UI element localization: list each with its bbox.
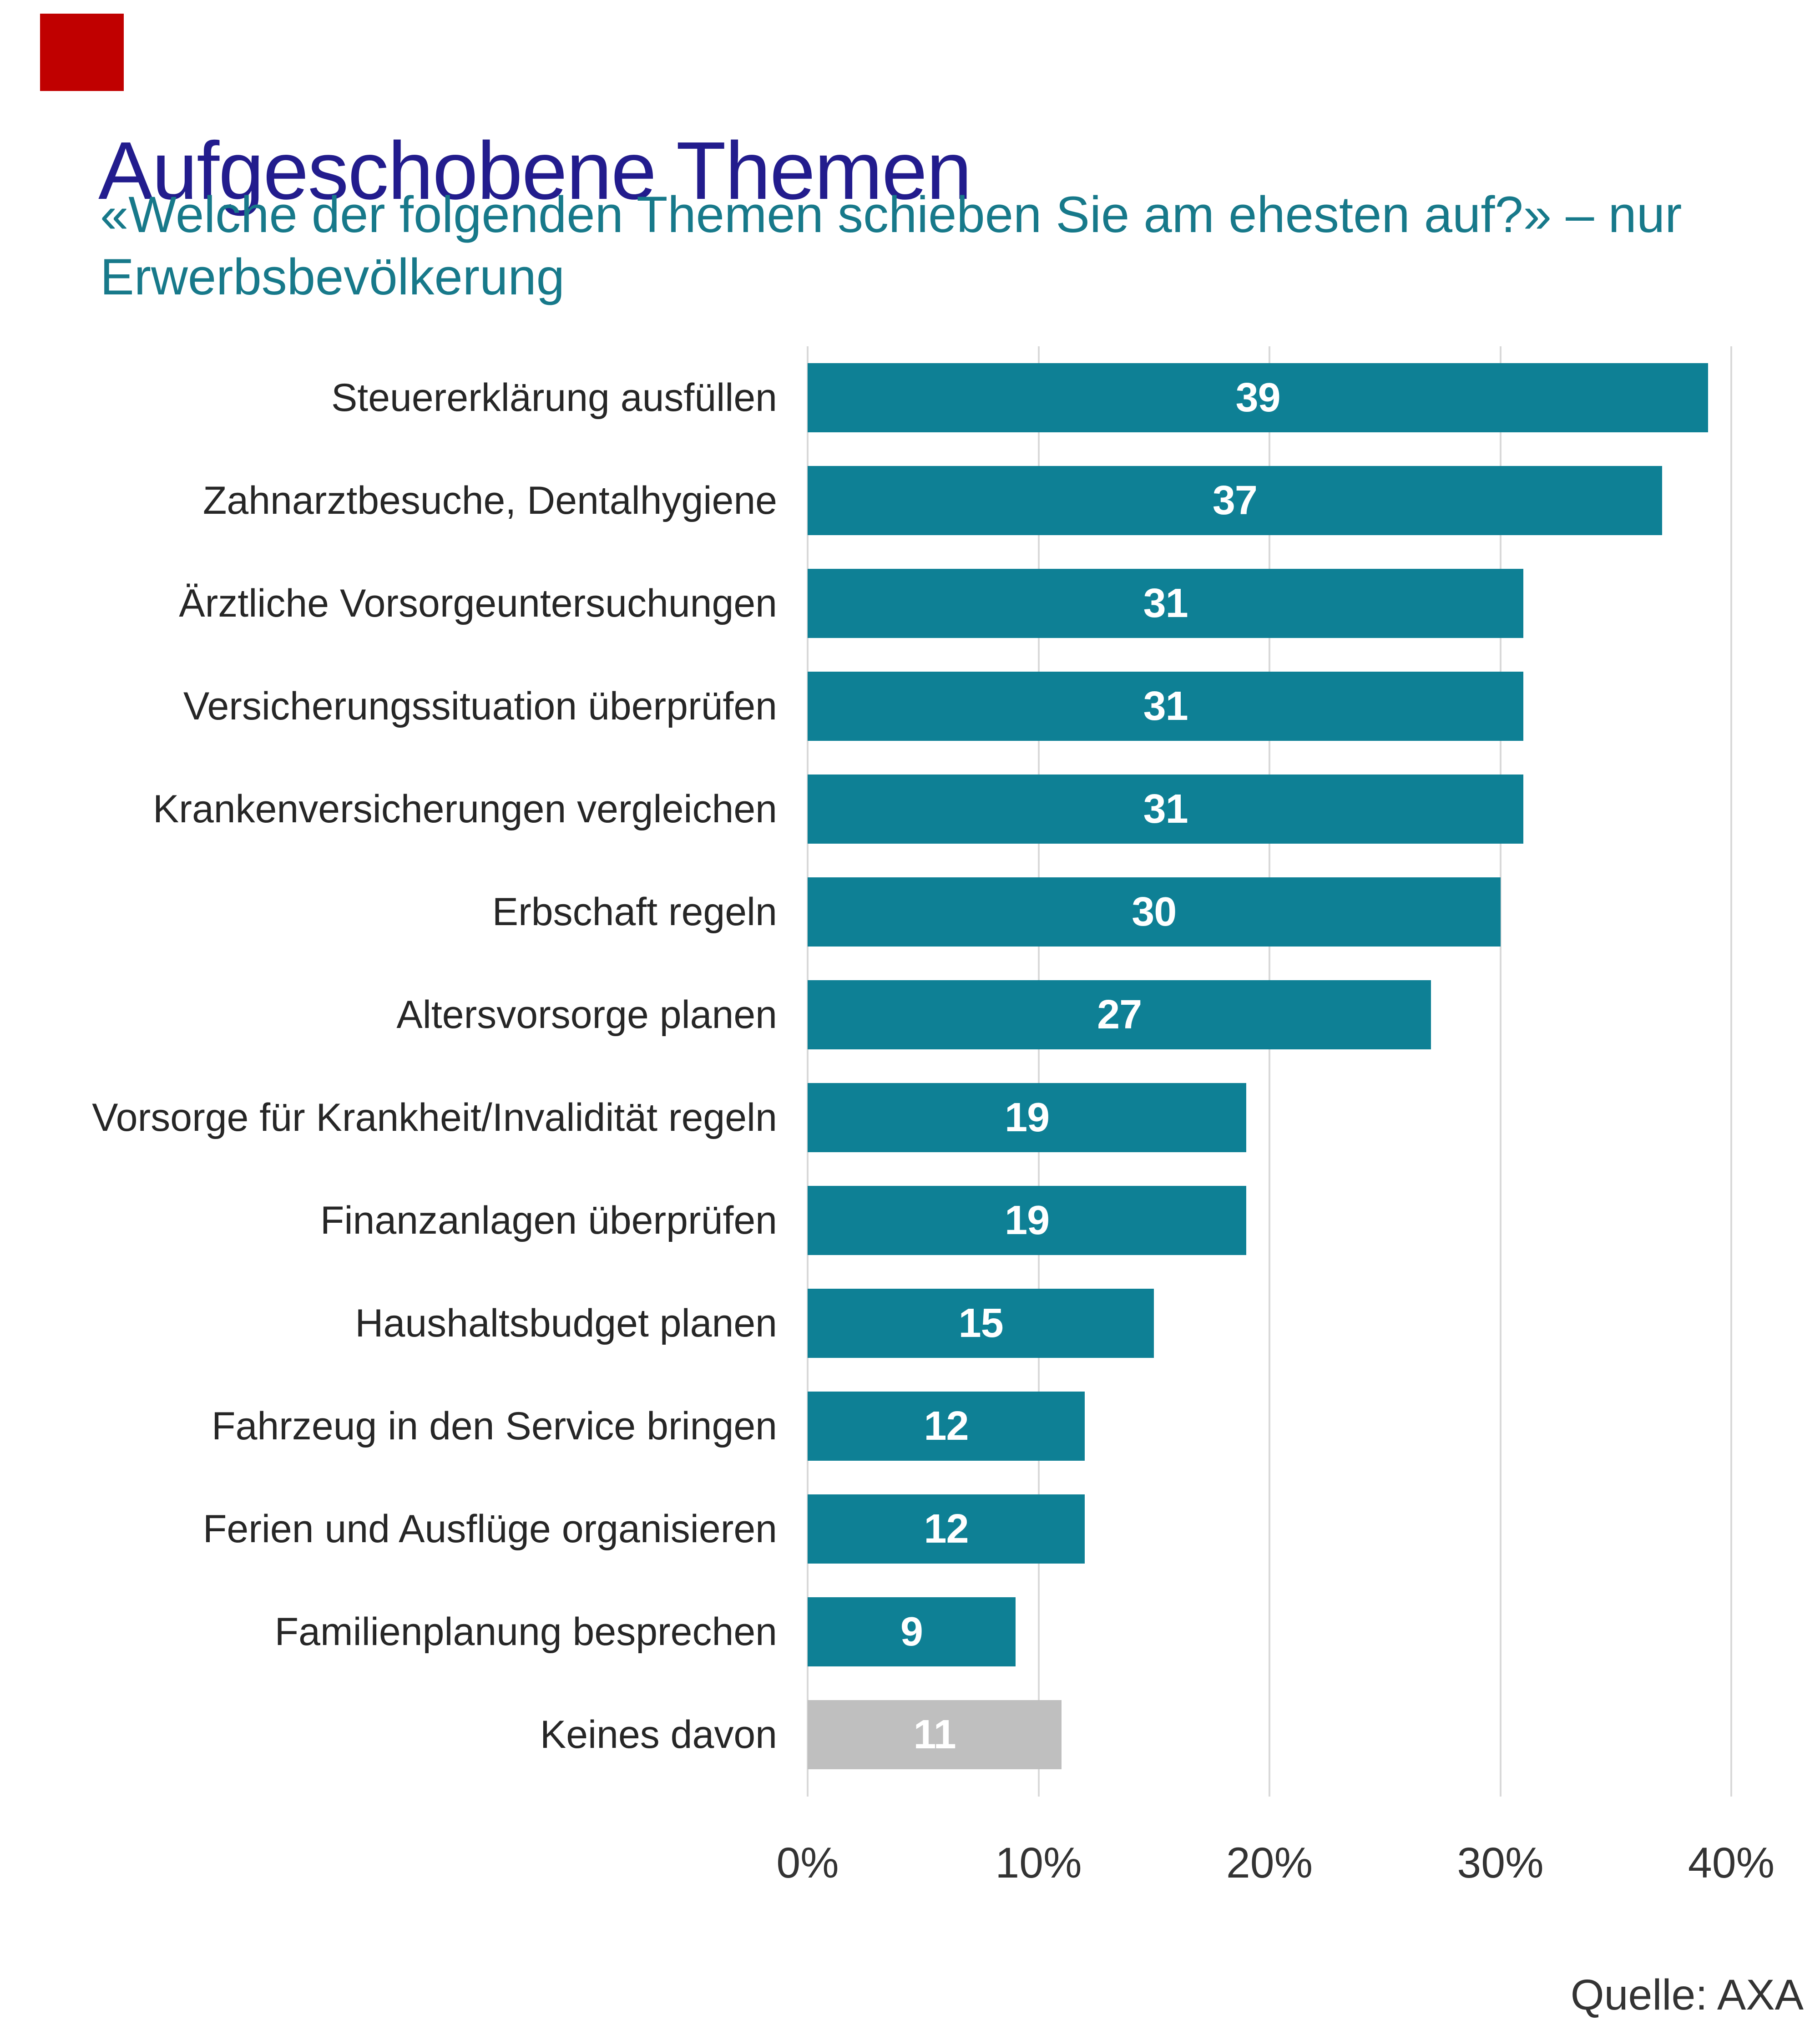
bar-value-label: 9 [900, 1609, 923, 1655]
bar: 31 [808, 569, 1524, 638]
bar-row: Versicherungssituation überprüfen 31 [0, 655, 1820, 758]
bar-value-label: 12 [924, 1403, 969, 1449]
bar: 19 [808, 1083, 1247, 1152]
bar-row: Krankenversicherungen vergleichen 31 [0, 758, 1820, 861]
gridline [1730, 346, 1732, 1797]
bar-row-label: Krankenversicherungen vergleichen [152, 787, 777, 831]
bar-row-label: Ferien und Ausflüge organisieren [202, 1507, 777, 1551]
bar: 27 [808, 980, 1431, 1049]
bar-row: Familienplanung besprechen 9 [0, 1580, 1820, 1683]
bar-row-label: Erbschaft regeln [492, 890, 777, 934]
bar: 9 [808, 1597, 1016, 1666]
bar-row-label: Ärztliche Vorsorgeuntersuchungen [179, 581, 777, 625]
page-title: Aufgeschobene Themen [98, 125, 972, 217]
bar-row: Haushaltsbudget planen 15 [0, 1272, 1820, 1375]
bar-row-label: Zahnarztbesuche, Dentalhygiene [202, 478, 777, 522]
bar-row: Ferien und Ausflüge organisieren 12 [0, 1478, 1820, 1580]
bar-row: Erbschaft regeln 30 [0, 861, 1820, 963]
bar-row: Altersvorsorge planen 27 [0, 963, 1820, 1066]
bar: 12 [808, 1494, 1085, 1564]
bar-row-label: Finanzanlagen überprüfen [320, 1198, 777, 1242]
page-subtitle: «Welche der folgenden Themen schieben Si… [100, 186, 1682, 305]
bar-row: Ärztliche Vorsorgeuntersuchungen 31 [0, 552, 1820, 655]
bar-row-label: Haushaltsbudget planen [355, 1301, 777, 1345]
bar-value-label: 30 [1132, 889, 1177, 935]
bar: 11 [808, 1700, 1062, 1769]
gridline [1499, 346, 1502, 1797]
x-axis: 0% 10% 20% 30% 40% [0, 1838, 1820, 1898]
bar-row: Keines davon 11 [0, 1683, 1820, 1786]
x-tick-label: 10% [995, 1839, 1082, 1887]
bar-value-label: 31 [1143, 580, 1188, 626]
bar-row: Fahrzeug in den Service bringen 12 [0, 1375, 1820, 1478]
bar: 19 [808, 1186, 1247, 1255]
bar-value-label: 11 [913, 1711, 956, 1757]
bar-value-label: 39 [1235, 375, 1281, 420]
bar: 31 [808, 775, 1524, 844]
x-tick-label: 0% [776, 1839, 839, 1887]
bar: 37 [808, 466, 1662, 535]
bar: 30 [808, 877, 1501, 947]
bar-value-label: 19 [1005, 1094, 1050, 1140]
bar-row-label: Steuererklärung ausfüllen [331, 375, 777, 420]
bar-value-label: 31 [1143, 683, 1188, 729]
bar: 12 [808, 1392, 1085, 1461]
bar-value-label: 15 [958, 1300, 1004, 1346]
bar-value-label: 37 [1212, 477, 1258, 523]
bar: 39 [808, 363, 1709, 432]
bar-value-label: 12 [924, 1506, 969, 1552]
x-tick-label: 30% [1457, 1839, 1544, 1887]
bar-row: Finanzanlagen überprüfen 19 [0, 1169, 1820, 1272]
bar-row-label: Vorsorge für Krankheit/Invalidität regel… [92, 1095, 777, 1139]
x-tick-label: 40% [1688, 1839, 1775, 1887]
bar-row-label: Keines davon [540, 1712, 777, 1757]
bar-value-label: 27 [1097, 992, 1142, 1038]
gridline [1269, 346, 1270, 1797]
bar-row-label: Fahrzeug in den Service bringen [212, 1404, 777, 1448]
bar-value-label: 31 [1143, 786, 1188, 832]
bar-row-label: Familienplanung besprechen [274, 1610, 777, 1654]
bar-value-label: 19 [1005, 1197, 1050, 1243]
axa-logo-mark [40, 14, 124, 91]
bar: 15 [808, 1289, 1154, 1358]
bar-row-label: Altersvorsorge planen [396, 992, 777, 1037]
source-note: Quelle: AXA [1570, 1971, 1804, 2019]
bar-row: Zahnarztbesuche, Dentalhygiene 37 [0, 449, 1820, 552]
gridline [807, 346, 809, 1797]
x-tick-label: 20% [1226, 1839, 1313, 1887]
bar-row: Vorsorge für Krankheit/Invalidität regel… [0, 1066, 1820, 1169]
bar: 31 [808, 672, 1524, 741]
bar-row: Steuererklärung ausfüllen 39 [0, 346, 1820, 449]
gridline [1037, 346, 1040, 1797]
bar-row-label: Versicherungssituation überprüfen [183, 684, 777, 728]
